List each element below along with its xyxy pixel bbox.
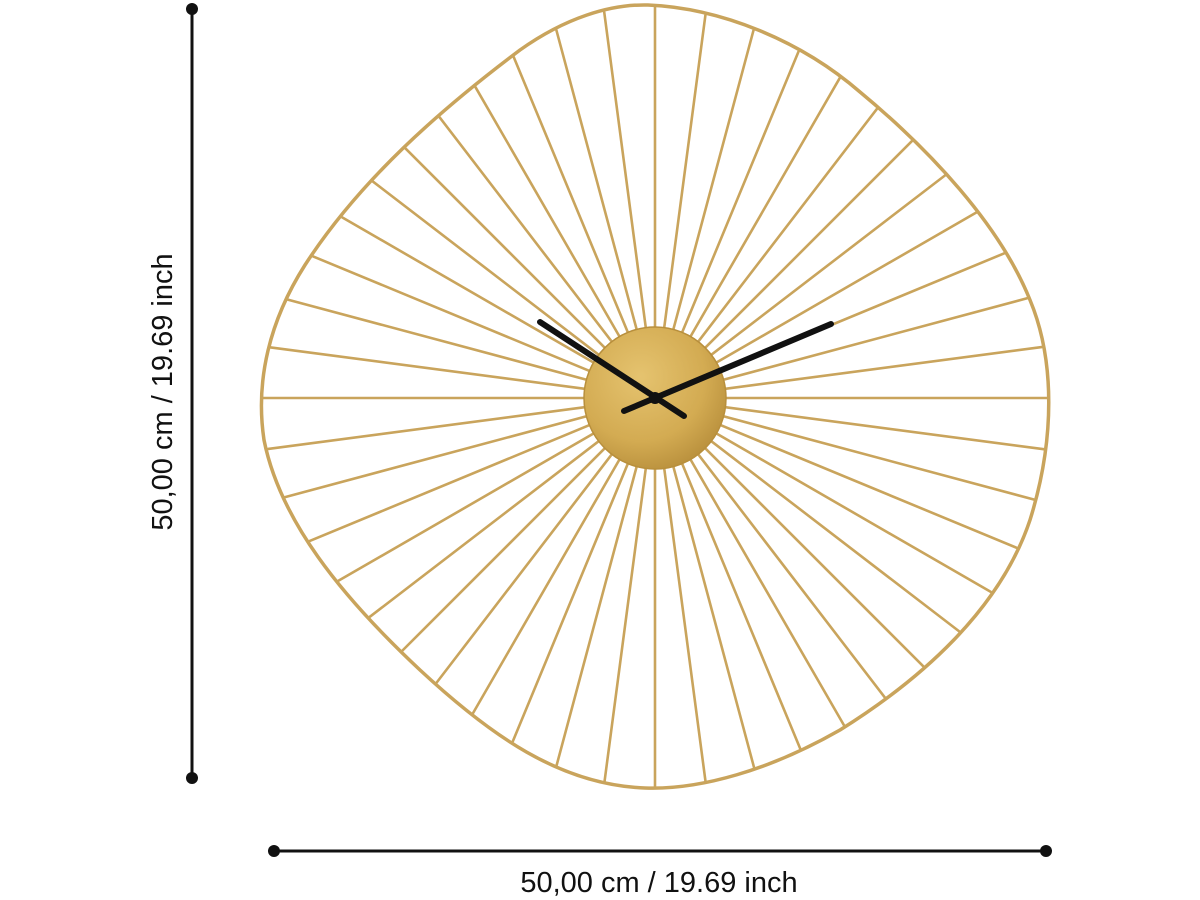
clock-spoke	[711, 430, 993, 594]
height-dimension-line	[186, 3, 198, 784]
width-dimension-label: 50,00 cm / 19.69 inch	[520, 867, 798, 899]
height-dimension-start-dot	[186, 3, 198, 15]
clock-spoke	[718, 296, 1029, 383]
clock-spoke	[694, 449, 887, 699]
clock-spoke	[511, 458, 631, 743]
clock-spoke	[679, 50, 800, 338]
clock-spoke	[720, 345, 1043, 391]
clock-spoke	[435, 449, 616, 684]
clock-spoke	[715, 422, 1018, 550]
clock-spoke	[404, 147, 609, 352]
clock-spoke	[308, 422, 595, 543]
clock-spoke	[706, 437, 961, 633]
clock-spoke	[555, 461, 640, 767]
clock-spoke	[662, 463, 707, 782]
height-dimension-end-dot	[186, 772, 198, 784]
clock-spoke	[687, 77, 841, 342]
clock-spoke	[438, 116, 616, 347]
width-dimension-line	[268, 845, 1052, 857]
width-dimension-start-dot	[268, 845, 280, 857]
clock-spoke	[687, 454, 846, 727]
clock-spoke	[706, 174, 947, 359]
clock-spoke	[670, 461, 756, 769]
width-dimension-end-dot	[1040, 845, 1052, 857]
clock-spoke	[401, 444, 609, 652]
clock-spoke	[711, 211, 978, 366]
clock-spoke	[371, 180, 604, 359]
clock-spoke	[368, 437, 604, 619]
clock-spoke	[512, 55, 631, 338]
clock-spoke	[662, 14, 707, 333]
clock-spoke	[720, 405, 1045, 451]
clock-frame	[259, 3, 1051, 790]
clock-spokes	[262, 6, 1048, 788]
clock-center-pin	[649, 392, 661, 404]
height-dimension-label: 50,00 cm / 19.69 inch	[147, 253, 179, 531]
clock-spoke	[701, 444, 925, 668]
clock-spoke	[701, 139, 914, 352]
clock-spoke	[718, 413, 1036, 501]
clock-spoke	[670, 28, 755, 335]
clock-spoke	[269, 346, 590, 391]
clock-spoke	[266, 405, 590, 451]
wall-clock	[259, 3, 1051, 790]
clock-spoke	[286, 298, 592, 383]
clock-spoke	[694, 107, 879, 347]
clock-spoke	[474, 85, 623, 342]
clock-spoke	[603, 463, 648, 783]
clock-spoke	[679, 458, 802, 750]
clock-spoke	[311, 255, 595, 374]
clock-spoke	[340, 216, 599, 366]
clock-spoke	[555, 28, 640, 335]
clock-spoke	[337, 430, 599, 583]
clock-spoke	[283, 413, 592, 499]
clock-spoke	[471, 454, 623, 715]
clock-spoke	[602, 10, 648, 333]
